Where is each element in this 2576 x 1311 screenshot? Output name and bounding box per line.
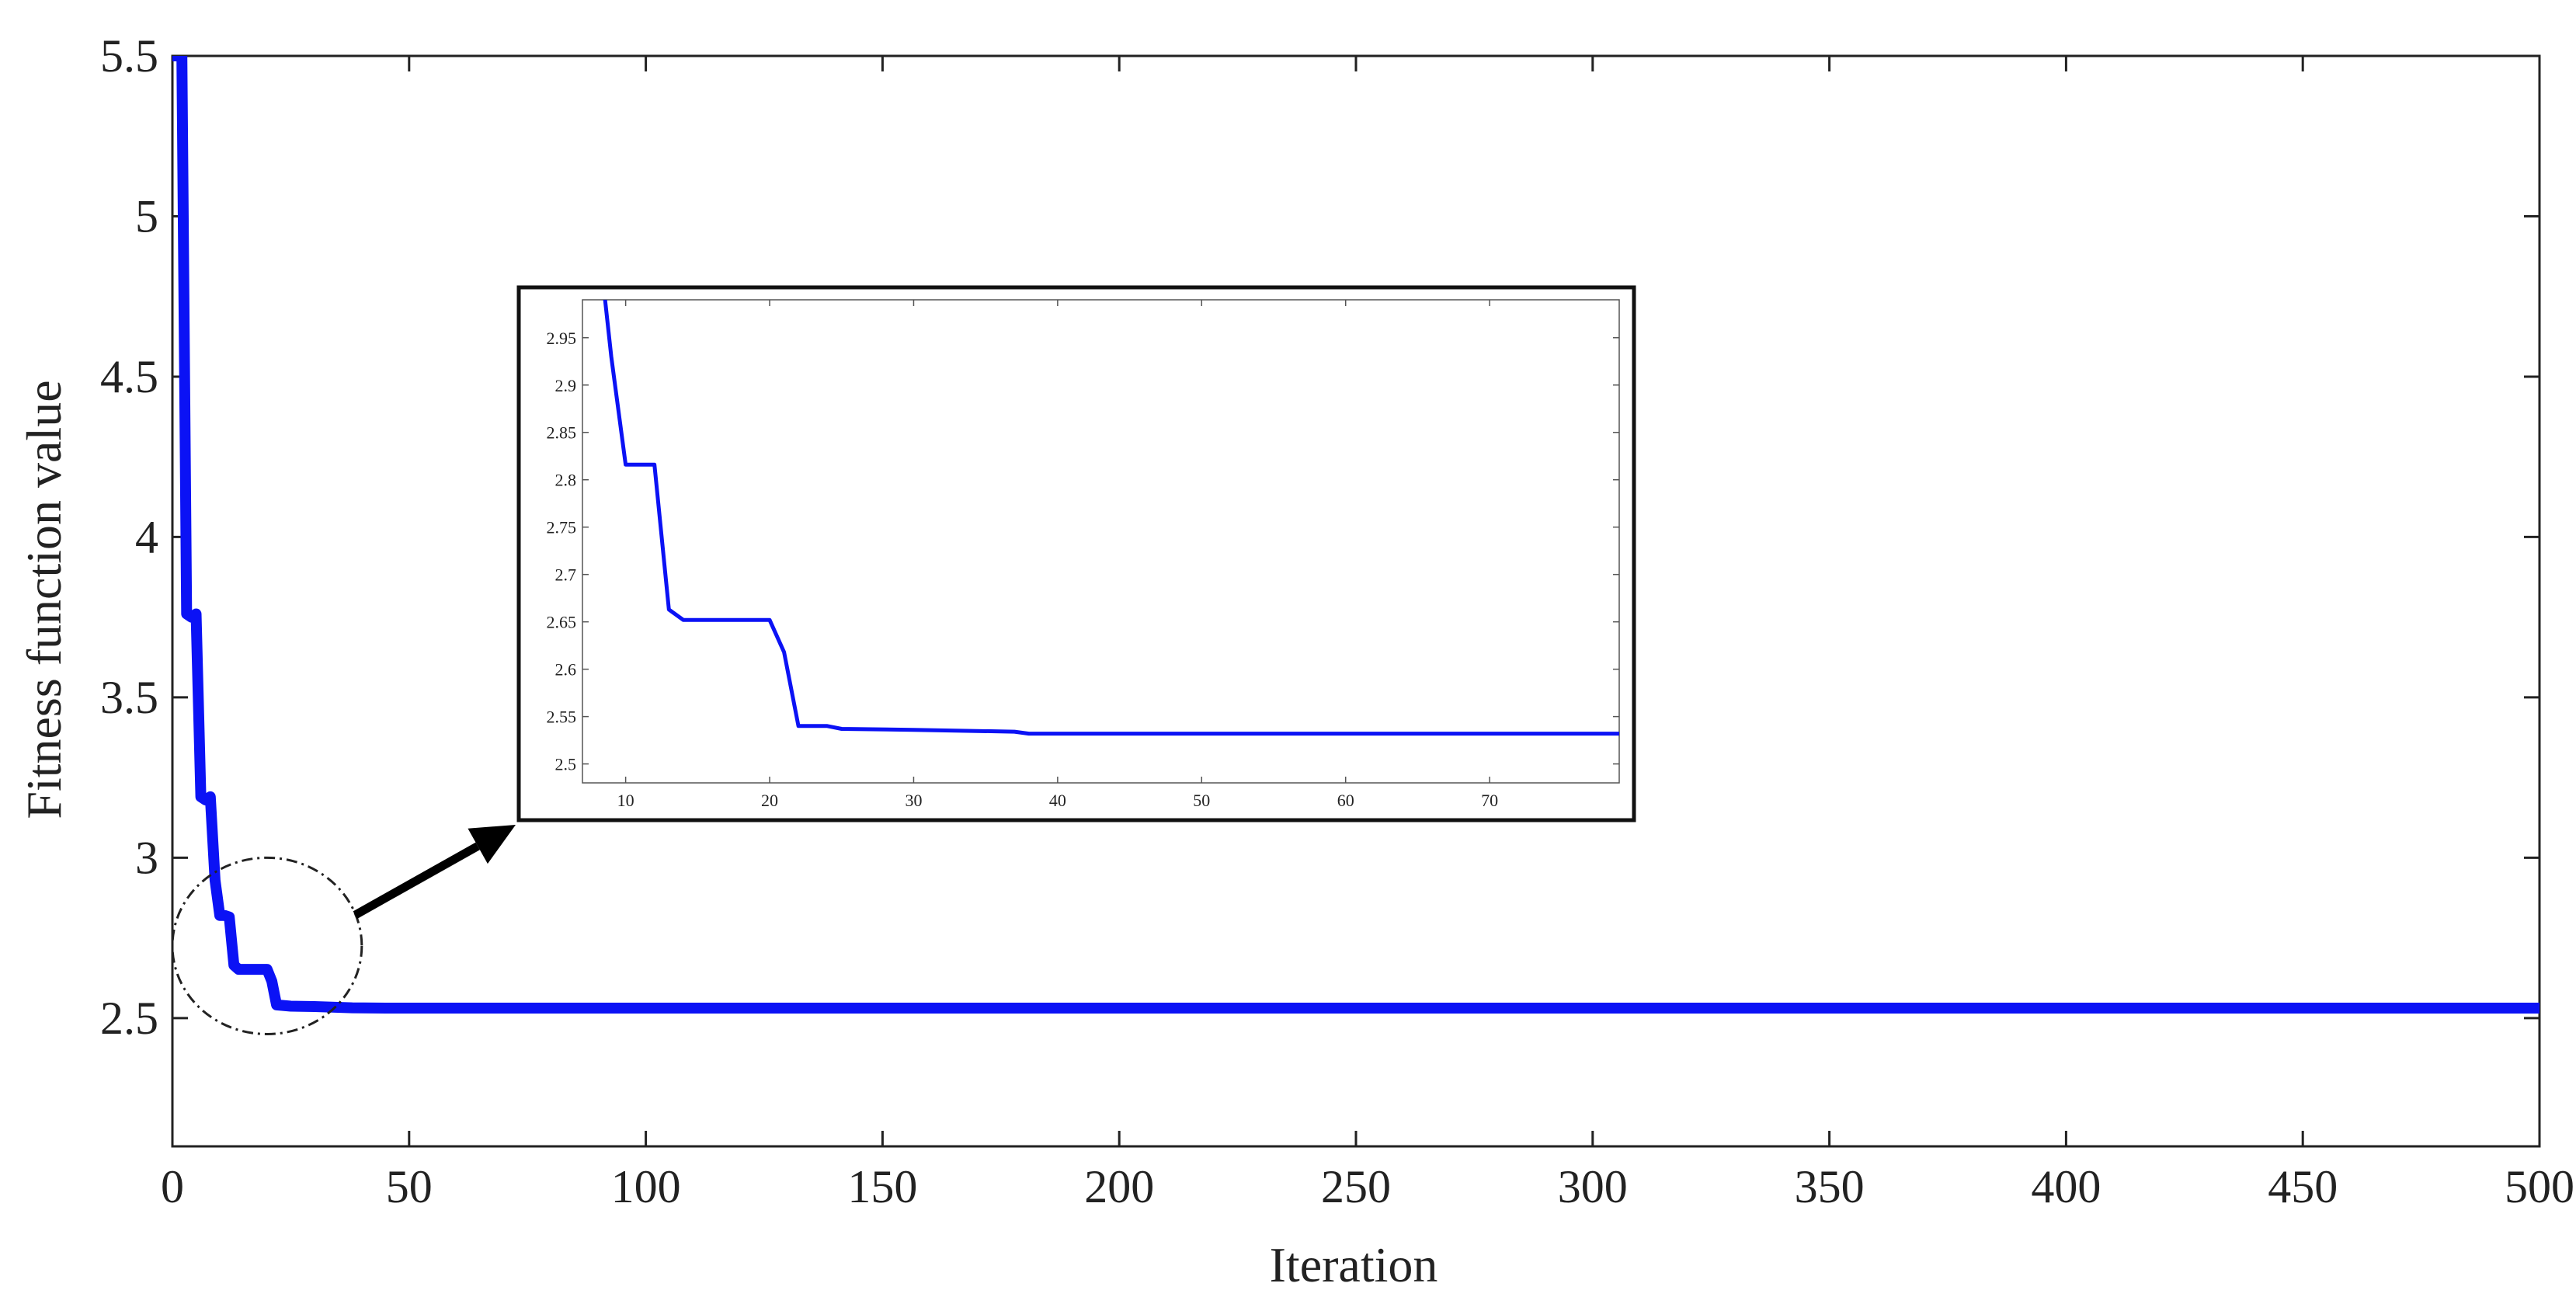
y-tick-label: 4 xyxy=(135,511,158,562)
inset-x-tick-label: 50 xyxy=(1193,791,1210,810)
x-tick-label: 50 xyxy=(386,1161,433,1212)
inset-y-tick-label: 2.85 xyxy=(547,423,577,443)
inset-y-tick-label: 2.7 xyxy=(555,565,577,585)
inset-x-tick-label: 10 xyxy=(617,791,634,810)
y-tick-label: 5 xyxy=(135,190,158,242)
x-tick-label: 200 xyxy=(1084,1161,1154,1212)
inset-frame xyxy=(516,285,1636,822)
x-tick-label: 300 xyxy=(1558,1161,1628,1212)
x-tick-label: 250 xyxy=(1321,1161,1391,1212)
main-axes: 0 50 100 150 200 250 300 350 400 450 500 2.5 3 3.5 4 4.… xyxy=(100,30,2574,1212)
inset-y-tick-label: 2.65 xyxy=(547,613,577,632)
series-line-0 xyxy=(172,56,2539,1014)
inset-plot-area xyxy=(582,299,1620,784)
x-tick-label: 500 xyxy=(2505,1161,2574,1212)
zoom-arrow-head xyxy=(468,825,516,864)
y-tick-label: 2.5 xyxy=(100,993,158,1044)
inset-axes: 10 20 30 40 50 60 70 2.5 2.55 2.6 2.65 2.7 2.75 2.8 2.… xyxy=(516,285,1636,822)
x-axis-title: Iteration xyxy=(1270,1237,1438,1292)
y-tick-label: 3 xyxy=(135,832,158,883)
x-tick-label: 100 xyxy=(611,1161,681,1212)
inset-x-tick-label: 30 xyxy=(905,791,922,810)
x-tick-label: 0 xyxy=(161,1161,184,1212)
inset-y-tick-label: 2.5 xyxy=(555,755,577,774)
y-tick-label: 4.5 xyxy=(100,351,158,402)
zoom-region-ellipse xyxy=(171,856,363,1035)
inset-y-tick-label: 2.95 xyxy=(547,329,577,348)
y-tick-label: 5.5 xyxy=(100,30,158,82)
x-tick-label: 350 xyxy=(1795,1161,1865,1212)
zoom-arrow-shaft xyxy=(353,842,480,919)
y-axis-title: Fitness function value xyxy=(16,380,71,819)
inset-x-tick-label: 60 xyxy=(1337,791,1354,810)
inset-series-line-0 xyxy=(603,300,1619,736)
inset-y-tick-label: 2.55 xyxy=(547,708,577,727)
inset-y-tick-label: 2.9 xyxy=(555,376,577,395)
x-tick-label: 150 xyxy=(847,1161,917,1212)
y-tick-label: 3.5 xyxy=(100,672,158,723)
inset-y-tick-label: 2.75 xyxy=(547,518,577,537)
inset-y-tick-label: 2.8 xyxy=(555,471,577,490)
zoom-annotation xyxy=(171,825,516,1035)
x-tick-label: 450 xyxy=(2268,1161,2338,1212)
inset-x-tick-label: 40 xyxy=(1049,791,1066,810)
inset-x-tick-label: 20 xyxy=(761,791,778,810)
x-tick-label: 400 xyxy=(2031,1161,2101,1212)
inset-y-tick-label: 2.6 xyxy=(555,660,577,680)
inset-x-tick-label: 70 xyxy=(1481,791,1498,810)
